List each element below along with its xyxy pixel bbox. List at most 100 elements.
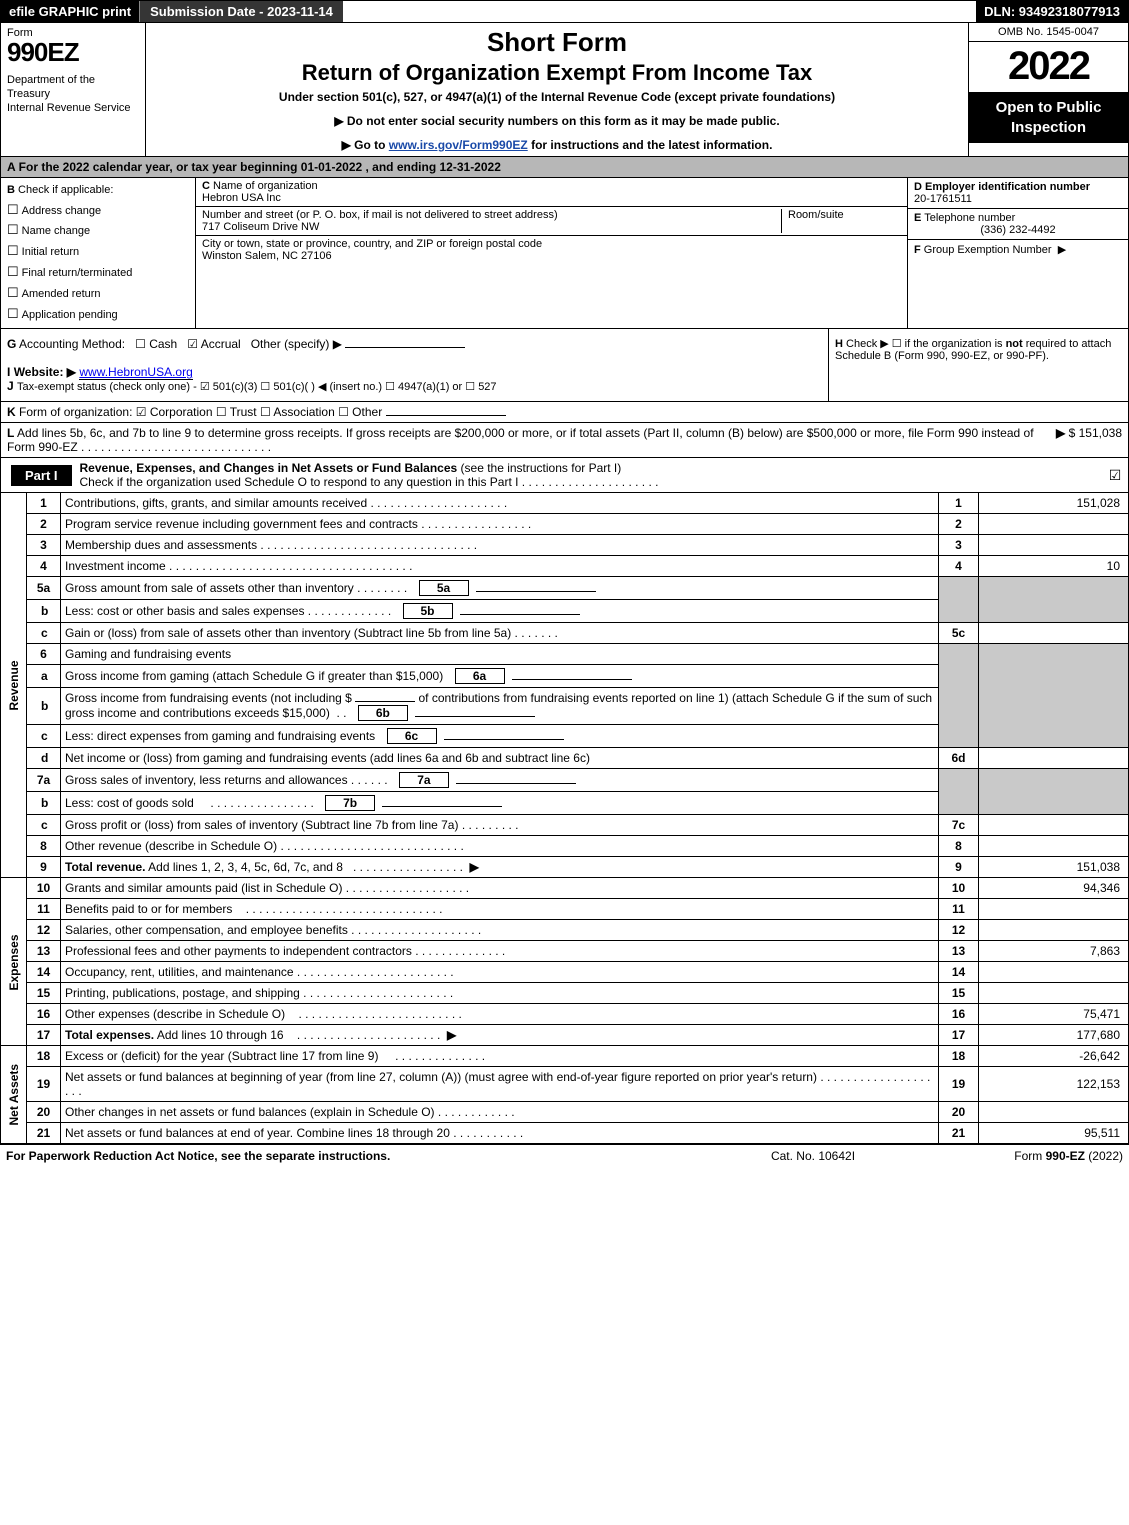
title-right: OMB No. 1545-0047 2022 Open to Public In…: [968, 23, 1128, 156]
inline-ref: 6a: [455, 668, 505, 684]
line-text: Program service revenue including govern…: [61, 514, 939, 535]
j-text: Tax-exempt status (check only one) - ☑ 5…: [17, 381, 497, 393]
omb-number: OMB No. 1545-0047: [969, 23, 1128, 42]
l-amount: $ 151,038: [1069, 426, 1122, 440]
title-center: Short Form Return of Organization Exempt…: [146, 23, 968, 156]
irs-link[interactable]: www.irs.gov/Form990EZ: [389, 138, 528, 152]
g-other-input[interactable]: [345, 347, 465, 348]
line-num: 13: [27, 941, 61, 962]
contrib-input[interactable]: [355, 701, 415, 702]
part1-title: Revenue, Expenses, and Changes in Net As…: [72, 458, 1102, 492]
c-city-row: City or town, state or province, country…: [196, 236, 907, 328]
line-val: [979, 514, 1129, 535]
line-num: c: [27, 725, 61, 748]
c-name-label: Name of organization: [213, 180, 318, 192]
h-not: not: [1006, 338, 1023, 350]
line-val: 122,153: [979, 1067, 1129, 1102]
footer-form-suffix: (2022): [1085, 1149, 1123, 1163]
checkbox-icon[interactable]: ☐: [135, 337, 146, 351]
checkbox-icon[interactable]: ☐: [7, 306, 19, 321]
line-text: Contributions, gifts, grants, and simila…: [61, 493, 939, 514]
return-title: Return of Organization Exempt From Incom…: [154, 60, 960, 86]
line-text: Excess or (deficit) for the year (Subtra…: [61, 1046, 939, 1067]
line-text: Occupancy, rent, utilities, and maintena…: [61, 962, 939, 983]
inline-ref: 6c: [387, 728, 437, 744]
line-num: 12: [27, 920, 61, 941]
line-text: Gross amount from sale of assets other t…: [61, 577, 939, 600]
line-ref: 7c: [939, 815, 979, 836]
line-num: d: [27, 748, 61, 769]
line-num: 17: [27, 1025, 61, 1046]
website-link[interactable]: www.HebronUSA.org: [79, 365, 192, 380]
line-num: 2: [27, 514, 61, 535]
line-ref: 1: [939, 493, 979, 514]
line-text: Benefits paid to or for members . . . . …: [61, 899, 939, 920]
line-val: 95,511: [979, 1123, 1129, 1144]
line-ref: 5c: [939, 623, 979, 644]
line-ref: 20: [939, 1102, 979, 1123]
arrow-icon: ▶: [1056, 426, 1065, 440]
line-text: Membership dues and assessments . . . . …: [61, 535, 939, 556]
inline-val: [512, 679, 632, 680]
checkbox-icon[interactable]: ☐: [7, 264, 19, 279]
line-val: 151,038: [979, 857, 1129, 878]
inline-ref: 5b: [403, 603, 453, 619]
line-val: [979, 815, 1129, 836]
efile-label[interactable]: efile GRAPHIC print: [1, 1, 139, 22]
line-text: Professional fees and other payments to …: [61, 941, 939, 962]
col-c: C Name of organization Hebron USA Inc Nu…: [196, 178, 908, 328]
checkbox-icon[interactable]: ☐: [7, 285, 19, 300]
line-ref: 10: [939, 878, 979, 899]
line-text: Salaries, other compensation, and employ…: [61, 920, 939, 941]
line-ref: 15: [939, 983, 979, 1004]
f-label: Group Exemption Number: [924, 244, 1052, 256]
h-right: H Check ▶ ☐ if the organization is not r…: [828, 329, 1128, 401]
c-street-label: Number and street (or P. O. box, if mail…: [202, 209, 558, 221]
line-text: Other revenue (describe in Schedule O) .…: [61, 836, 939, 857]
line-num: 5a: [27, 577, 61, 600]
b-label: Check if applicable:: [18, 184, 113, 196]
col-def: D Employer identification number 20-1761…: [908, 178, 1128, 328]
footer-left: For Paperwork Reduction Act Notice, see …: [6, 1149, 703, 1163]
inline-ref: 6b: [358, 705, 408, 721]
i-label: Website: ▶: [14, 365, 76, 379]
line-text: Gross profit or (loss) from sales of inv…: [61, 815, 939, 836]
line-num: 21: [27, 1123, 61, 1144]
line-num: 11: [27, 899, 61, 920]
part1-header: Part I Revenue, Expenses, and Changes in…: [0, 458, 1129, 493]
b-opt-3: Final return/terminated: [22, 267, 133, 279]
footer-form-no: 990-EZ: [1046, 1149, 1085, 1163]
line-ref: 3: [939, 535, 979, 556]
line-text: Total expenses. Add lines 10 through 16 …: [61, 1025, 939, 1046]
checkbox-icon[interactable]: ☐: [7, 202, 19, 217]
line-num: b: [27, 600, 61, 623]
title-box: Form 990EZ Department of the Treasury In…: [0, 23, 1129, 157]
line-text: Investment income . . . . . . . . . . . …: [61, 556, 939, 577]
inline-val: [456, 783, 576, 784]
line-text: Total revenue. Add lines 1, 2, 3, 4, 5c,…: [61, 857, 939, 878]
part1-checkbox[interactable]: ☑: [1102, 467, 1128, 484]
inline-val: [415, 716, 535, 717]
checkbox-icon[interactable]: ☑: [187, 337, 198, 351]
line-num: 10: [27, 878, 61, 899]
line-num: 15: [27, 983, 61, 1004]
line-val: [979, 899, 1129, 920]
box-f: F Group Exemption Number ▶: [908, 240, 1128, 328]
checkbox-icon[interactable]: ☐: [7, 222, 19, 237]
side-expenses: Expenses: [1, 878, 27, 1046]
h-text: Check ▶ ☐ if the organization is: [846, 338, 1006, 350]
line-num: 3: [27, 535, 61, 556]
line-val: [979, 983, 1129, 1004]
line-ref: 6d: [939, 748, 979, 769]
k-other-input[interactable]: [386, 415, 506, 416]
org-street: 717 Coliseum Drive NW: [202, 221, 319, 233]
checkbox-icon[interactable]: ☐: [7, 243, 19, 258]
line-text: Grants and similar amounts paid (list in…: [61, 878, 939, 899]
k-text: Form of organization: ☑ Corporation ☐ Tr…: [19, 405, 382, 419]
line-text: Net assets or fund balances at beginning…: [61, 1067, 939, 1102]
note-goto: ▶ Go to www.irs.gov/Form990EZ for instru…: [154, 138, 960, 152]
dln-label: DLN: 93492318077913: [976, 1, 1128, 22]
line-ref: 19: [939, 1067, 979, 1102]
line-val: [979, 962, 1129, 983]
inline-val: [382, 806, 502, 807]
